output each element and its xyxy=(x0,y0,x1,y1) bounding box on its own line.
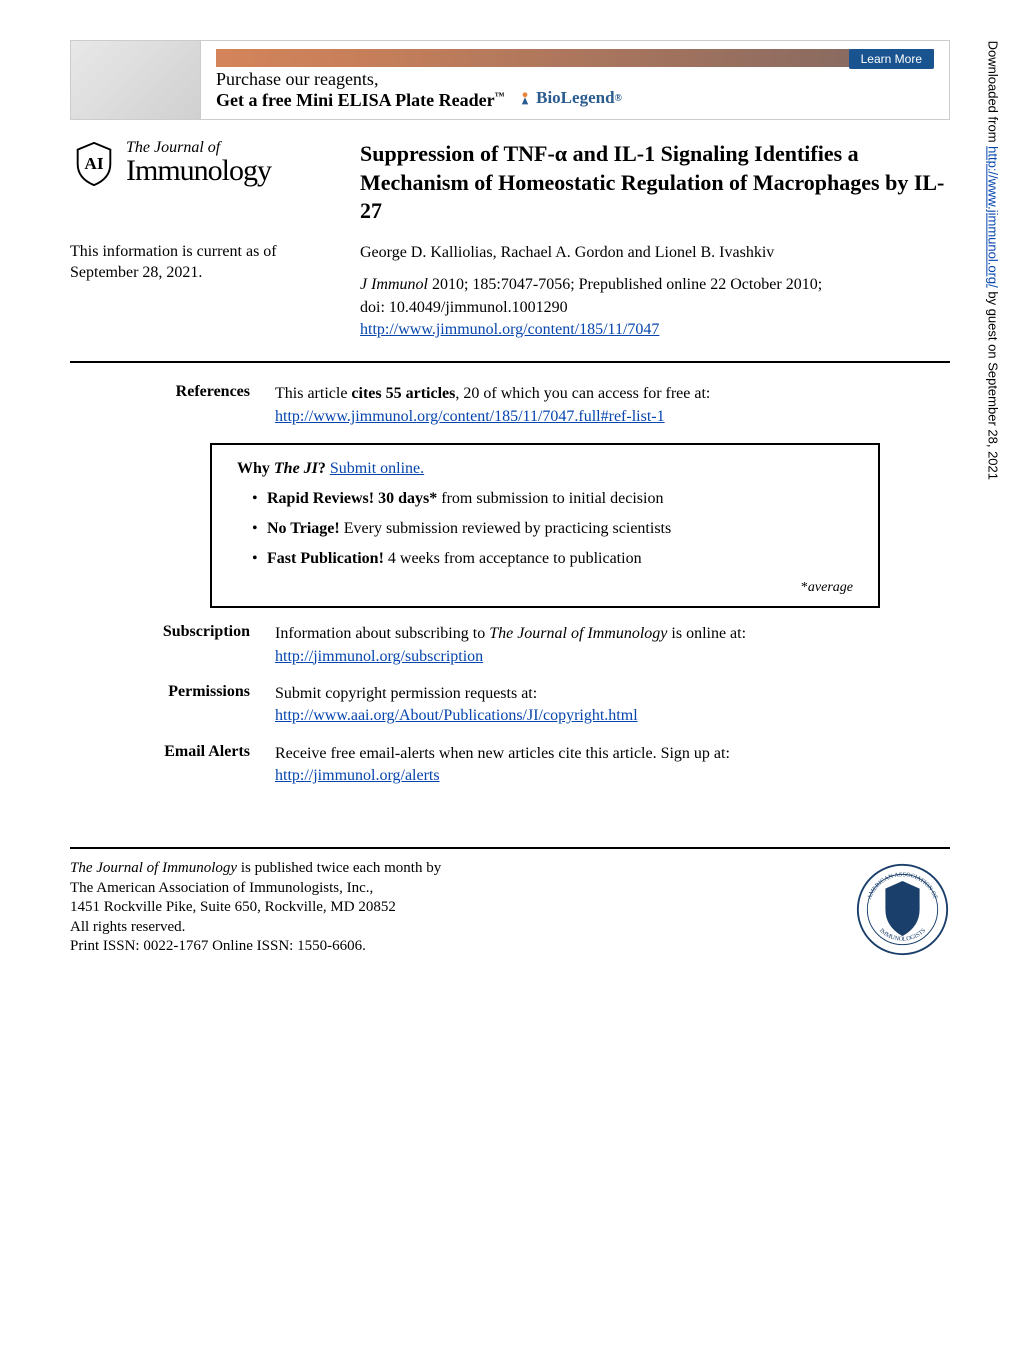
banner-line-1: Purchase our reagents, xyxy=(216,69,934,90)
alerts-label: Email Alerts xyxy=(70,743,250,788)
citation-journal: J Immunol xyxy=(360,276,428,293)
side-a: Downloaded from xyxy=(985,41,1000,147)
references-label: References xyxy=(70,383,250,428)
tm-symbol: ™ xyxy=(495,91,505,102)
current-as-of: This information is current as of Septem… xyxy=(70,242,330,342)
article-title-block: Suppression of TNF-α and IL-1 Signaling … xyxy=(360,140,950,232)
footer-5: Print ISSN: 0022-1767 Online ISSN: 1550-… xyxy=(70,938,366,954)
permissions-link[interactable]: http://www.aai.org/About/Publications/JI… xyxy=(275,707,638,724)
footer-1a: The Journal of Immunology xyxy=(70,860,237,876)
references-content: This article cites 55 articles, 20 of wh… xyxy=(275,383,950,428)
journal-title-bottom: Immunology xyxy=(126,156,271,186)
footer-1b: is published twice each month by xyxy=(237,860,441,876)
biolegend-text: BioLegend xyxy=(536,88,614,108)
banner-decoration xyxy=(216,49,934,67)
footer-3: 1451 Rockville Pike, Suite 650, Rockvill… xyxy=(70,899,396,915)
item1-b: from submission to initial decision xyxy=(437,490,663,507)
permissions-row: Permissions Submit copyright permission … xyxy=(70,683,950,728)
ref-text-a: This article xyxy=(275,385,351,402)
submit-online-link[interactable]: Submit online. xyxy=(330,460,424,477)
article-title: Suppression of TNF-α and IL-1 Signaling … xyxy=(360,140,950,226)
journal-logo: AI The Journal of Immunology xyxy=(70,140,330,232)
sub-text-a: Information about subscribing to xyxy=(275,625,489,642)
ref-text-b: cites 55 articles xyxy=(351,385,455,402)
banner-product-image xyxy=(71,41,201,119)
author-citation-block: George D. Kalliolias, Rachael A. Gordon … xyxy=(360,242,950,342)
biolegend-logo: BioLegend® xyxy=(517,88,622,108)
svg-text:AI: AI xyxy=(84,154,103,173)
sub-text-b: The Journal of Immunology xyxy=(489,625,667,642)
item2-a: No Triage! xyxy=(267,520,340,537)
why-list: Rapid Reviews! 30 days* from submission … xyxy=(237,490,853,568)
permissions-content: Submit copyright permission requests at:… xyxy=(275,683,950,728)
alerts-link[interactable]: http://jimmunol.org/alerts xyxy=(275,767,440,784)
list-item: Fast Publication! 4 weeks from acceptanc… xyxy=(252,550,853,568)
authors: George D. Kalliolias, Rachael A. Gordon … xyxy=(360,242,950,264)
download-sidebar: Downloaded from http://www.jimmunol.org/… xyxy=(985,41,1000,480)
divider-1 xyxy=(70,361,950,363)
footer-2: The American Association of Immunologist… xyxy=(70,880,373,896)
ad-banner[interactable]: Purchase our reagents, Get a free Mini E… xyxy=(70,40,950,120)
references-link[interactable]: http://www.jimmunol.org/content/185/11/7… xyxy=(275,408,665,425)
alerts-row: Email Alerts Receive free email-alerts w… xyxy=(70,743,950,788)
why-a: Why xyxy=(237,460,274,477)
list-item: Rapid Reviews! 30 days* from submission … xyxy=(252,490,853,508)
why-title: Why The JI? Submit online. xyxy=(237,460,853,478)
subscription-content: Information about subscribing to The Jou… xyxy=(275,623,950,668)
permissions-label: Permissions xyxy=(70,683,250,728)
sub-text-c: is online at: xyxy=(667,625,746,642)
journal-shield-icon: AI xyxy=(70,140,118,188)
main-header: AI The Journal of Immunology Suppression… xyxy=(70,140,950,232)
article-url-link[interactable]: http://www.jimmunol.org/content/185/11/7… xyxy=(360,321,659,338)
subscription-label: Subscription xyxy=(70,623,250,668)
info-rows: Subscription Information about subscribi… xyxy=(70,623,950,787)
alerts-text: Receive free email-alerts when new artic… xyxy=(275,745,730,762)
item3-b: 4 weeks from acceptance to publication xyxy=(384,550,642,567)
why-ji-box: Why The JI? Submit online. Rapid Reviews… xyxy=(210,443,880,608)
item3-a: Fast Publication! xyxy=(267,550,384,567)
author-row: This information is current as of Septem… xyxy=(70,242,950,342)
subscription-link[interactable]: http://jimmunol.org/subscription xyxy=(275,648,483,665)
perm-text: Submit copyright permission requests at: xyxy=(275,685,537,702)
average-note: *average xyxy=(237,580,853,596)
subscription-row: Subscription Information about subscribi… xyxy=(70,623,950,668)
biolegend-icon xyxy=(517,90,533,106)
average-text: average xyxy=(808,580,853,595)
citation: J Immunol 2010; 185:7047-7056; Prepublis… xyxy=(360,274,950,341)
ref-text-c: , 20 of which you can access for free at… xyxy=(455,385,710,402)
citation-details: 2010; 185:7047-7056; Prepublished online… xyxy=(428,276,822,293)
sidebar-link[interactable]: http://www.jimmunol.org/ xyxy=(985,146,1000,288)
footer-text: The Journal of Immunology is published t… xyxy=(70,859,441,957)
why-c: ? xyxy=(318,460,330,477)
journal-title-text: The Journal of Immunology xyxy=(126,140,271,186)
references-row: References This article cites 55 article… xyxy=(70,383,950,428)
item1-a: Rapid Reviews! 30 days* xyxy=(267,490,437,507)
side-b: by guest on September 28, 2021 xyxy=(985,288,1000,480)
learn-more-button[interactable]: Learn More xyxy=(849,49,934,69)
banner-line-2: Get a free Mini ELISA Plate Reader™ BioL… xyxy=(216,88,934,111)
footer-divider xyxy=(70,847,950,849)
footer: The Journal of Immunology is published t… xyxy=(70,859,950,957)
aai-seal-icon: AMERICAN ASSOCIATION OF IMMUNOLOGISTS xyxy=(855,862,950,957)
banner-text-block: Purchase our reagents, Get a free Mini E… xyxy=(201,44,949,116)
doi-text: doi: 10.4049/jimmunol.1001290 xyxy=(360,299,568,316)
footer-4: All rights reserved. xyxy=(70,919,185,935)
why-b: The JI xyxy=(274,460,318,477)
list-item: No Triage! Every submission reviewed by … xyxy=(252,520,853,538)
alerts-content: Receive free email-alerts when new artic… xyxy=(275,743,950,788)
item2-b: Every submission reviewed by practicing … xyxy=(340,520,671,537)
banner-line-2-text: Get a free Mini ELISA Plate Reader xyxy=(216,90,495,110)
